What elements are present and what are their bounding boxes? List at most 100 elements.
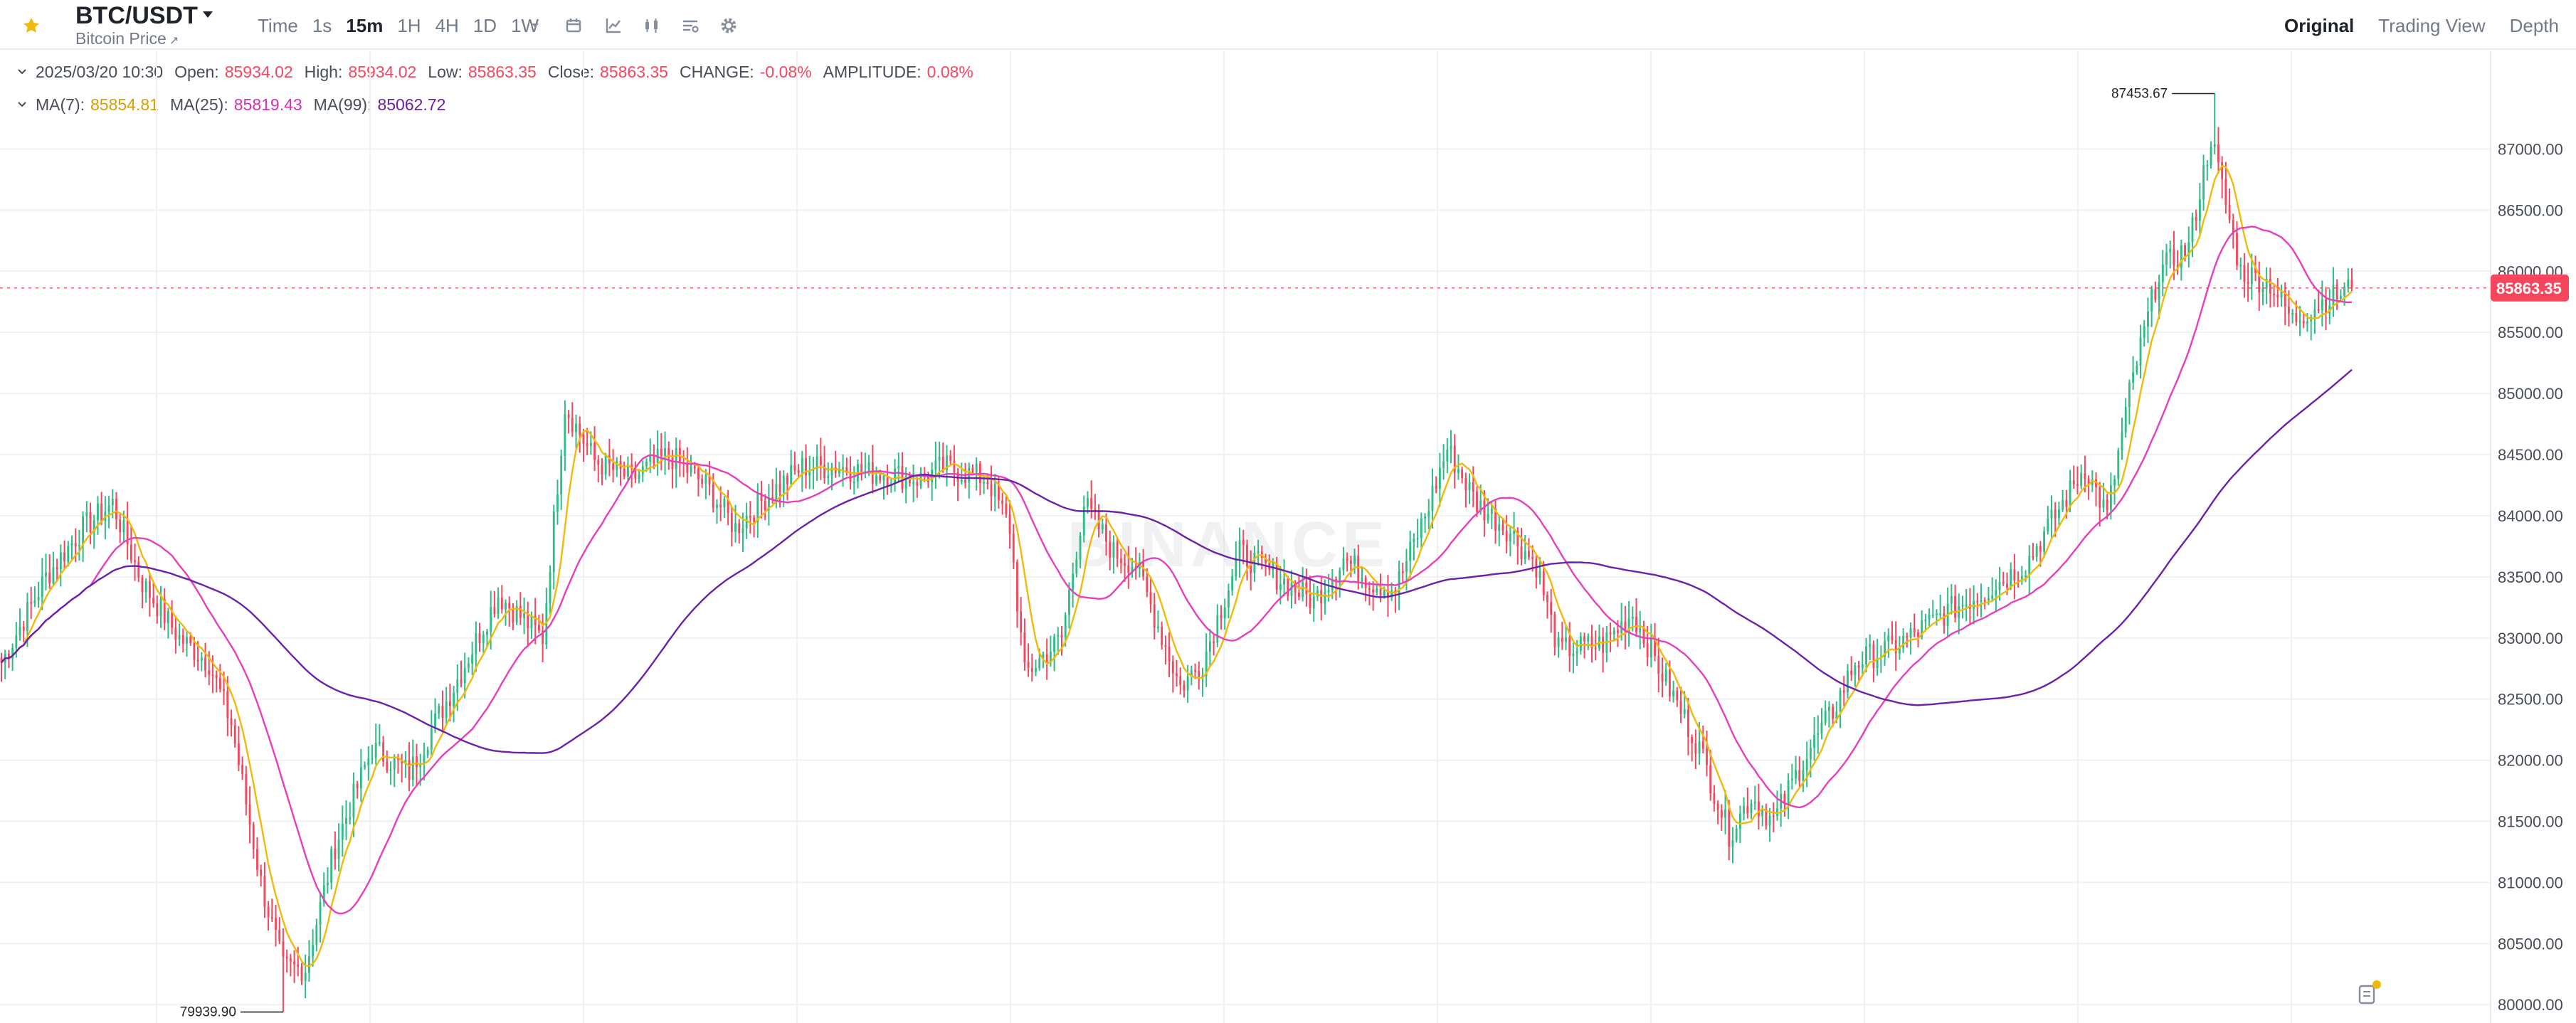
interval-1d[interactable]: 1D (473, 15, 497, 36)
candle-body (52, 567, 55, 583)
candle-body (1790, 778, 1793, 781)
chevron-down-icon[interactable] (17, 101, 27, 108)
layout-icon[interactable] (680, 16, 700, 36)
candle-body (1453, 445, 1456, 473)
candle-body (1001, 500, 1004, 504)
candle-body (1565, 637, 1567, 642)
candle-body (2191, 217, 2194, 243)
external-link-icon[interactable]: ↗ (169, 35, 179, 47)
candle-body (771, 497, 774, 500)
candle-body (482, 635, 485, 644)
candle-body (1487, 514, 1489, 521)
candle-body (1943, 613, 1946, 626)
note-icon[interactable] (2351, 976, 2387, 1012)
candle-body (471, 654, 474, 664)
chevron-down-icon[interactable] (17, 68, 27, 75)
amplitude-label: AMPLITUDE: (823, 63, 922, 81)
candle-body (1035, 668, 1037, 672)
interval-1h[interactable]: 1H (397, 15, 421, 36)
candle-body (1339, 570, 1341, 581)
candle-body (838, 469, 840, 474)
candle-body (2010, 569, 2012, 588)
price-axis[interactable]: 87000.0086500.0086000.0085500.0085000.00… (2498, 140, 2563, 1014)
amplitude-value: 0.08% (927, 63, 973, 81)
candle-body (1668, 669, 1671, 696)
candle-body (304, 972, 307, 981)
subtitle-text[interactable]: Bitcoin Price (75, 29, 167, 48)
ma-legend: MA(7): 85854.81 MA(25): 85819.43 MA(99):… (17, 94, 457, 115)
ma99-line (1, 369, 2353, 754)
y-tick-label: 87000.00 (2498, 140, 2563, 158)
candle-body (367, 758, 370, 765)
candle-body (2250, 267, 2253, 285)
candle-body (1353, 556, 1356, 564)
favorite-star-icon[interactable] (21, 16, 41, 36)
candle-body (1639, 628, 1642, 632)
candle-body (204, 657, 206, 671)
candle-type-icon[interactable] (642, 16, 662, 36)
candle-body (727, 499, 729, 514)
chevron-down-icon[interactable] (525, 16, 545, 36)
candle-body (505, 603, 507, 610)
candle-body (389, 769, 392, 771)
interval-15m[interactable]: 15m (346, 15, 384, 36)
candle-body (1687, 709, 1689, 737)
candle-body (879, 475, 882, 481)
candle-body (1228, 590, 1230, 608)
candle-body (1446, 449, 1449, 462)
gear-icon[interactable] (719, 16, 739, 36)
candle-body (500, 598, 503, 610)
candle-body (1795, 770, 1797, 779)
caret-down-icon[interactable] (201, 9, 215, 20)
candle-body (552, 512, 555, 572)
ma7-line (1, 165, 2353, 967)
candle-body (1827, 706, 1830, 711)
pair-subtitle[interactable]: Bitcoin Price ↗ (75, 28, 179, 51)
view-depth[interactable]: Depth (2509, 15, 2559, 36)
candle-body (1731, 840, 1734, 847)
candle-body (1027, 662, 1030, 669)
calendar-icon[interactable] (564, 16, 584, 36)
candle-body (1082, 507, 1085, 536)
candle-body (1442, 461, 1445, 468)
candle-body (2076, 484, 2079, 486)
candle-body (1087, 498, 1089, 507)
candle-body (1802, 770, 1805, 781)
chart-canvas[interactable]: BINANCE 87000.0086500.0086000.0085500.00… (0, 51, 2576, 1023)
candle-body (1101, 524, 1104, 530)
candle-body (2165, 252, 2168, 265)
candle-body (1672, 690, 1675, 696)
candle-body (411, 756, 414, 780)
candle-body (1186, 676, 1189, 691)
candle-body (2176, 265, 2179, 268)
candle-body (2002, 582, 2005, 584)
candle-body (2298, 321, 2301, 323)
candle-body (67, 546, 70, 562)
pair-title[interactable]: BTC/USDT (75, 2, 198, 29)
y-tick-label: 84000.00 (2498, 507, 2563, 525)
candle-body (33, 600, 36, 603)
change-value: -0.08% (759, 63, 812, 81)
candle-body (1265, 557, 1267, 563)
candle-body (2102, 499, 2105, 508)
candle-body (1931, 614, 1934, 616)
candle-body (270, 917, 273, 919)
candlestick-chart[interactable]: BINANCE 87000.00 86500.00 86000.00 85500.00… (0, 51, 2576, 1023)
candle-body (159, 598, 162, 617)
candle-body (1835, 711, 1838, 719)
candle-body (1094, 509, 1097, 511)
candle-body (341, 824, 344, 840)
candle-body (1038, 658, 1041, 669)
indicator-icon[interactable] (603, 16, 623, 36)
interval-1s[interactable]: 1s (312, 15, 332, 36)
candle-body (15, 635, 18, 648)
interval-4h[interactable]: 4H (435, 15, 459, 36)
view-trading-view[interactable]: Trading View (2378, 15, 2486, 36)
y-tick-label: 85500.00 (2498, 324, 2563, 341)
candle-body (2062, 499, 2064, 510)
candle-body (1464, 478, 1467, 491)
candle-body (871, 462, 874, 484)
view-original[interactable]: Original (2284, 15, 2355, 36)
interval-time[interactable]: Time (258, 15, 298, 36)
candle-body (1361, 578, 1363, 582)
